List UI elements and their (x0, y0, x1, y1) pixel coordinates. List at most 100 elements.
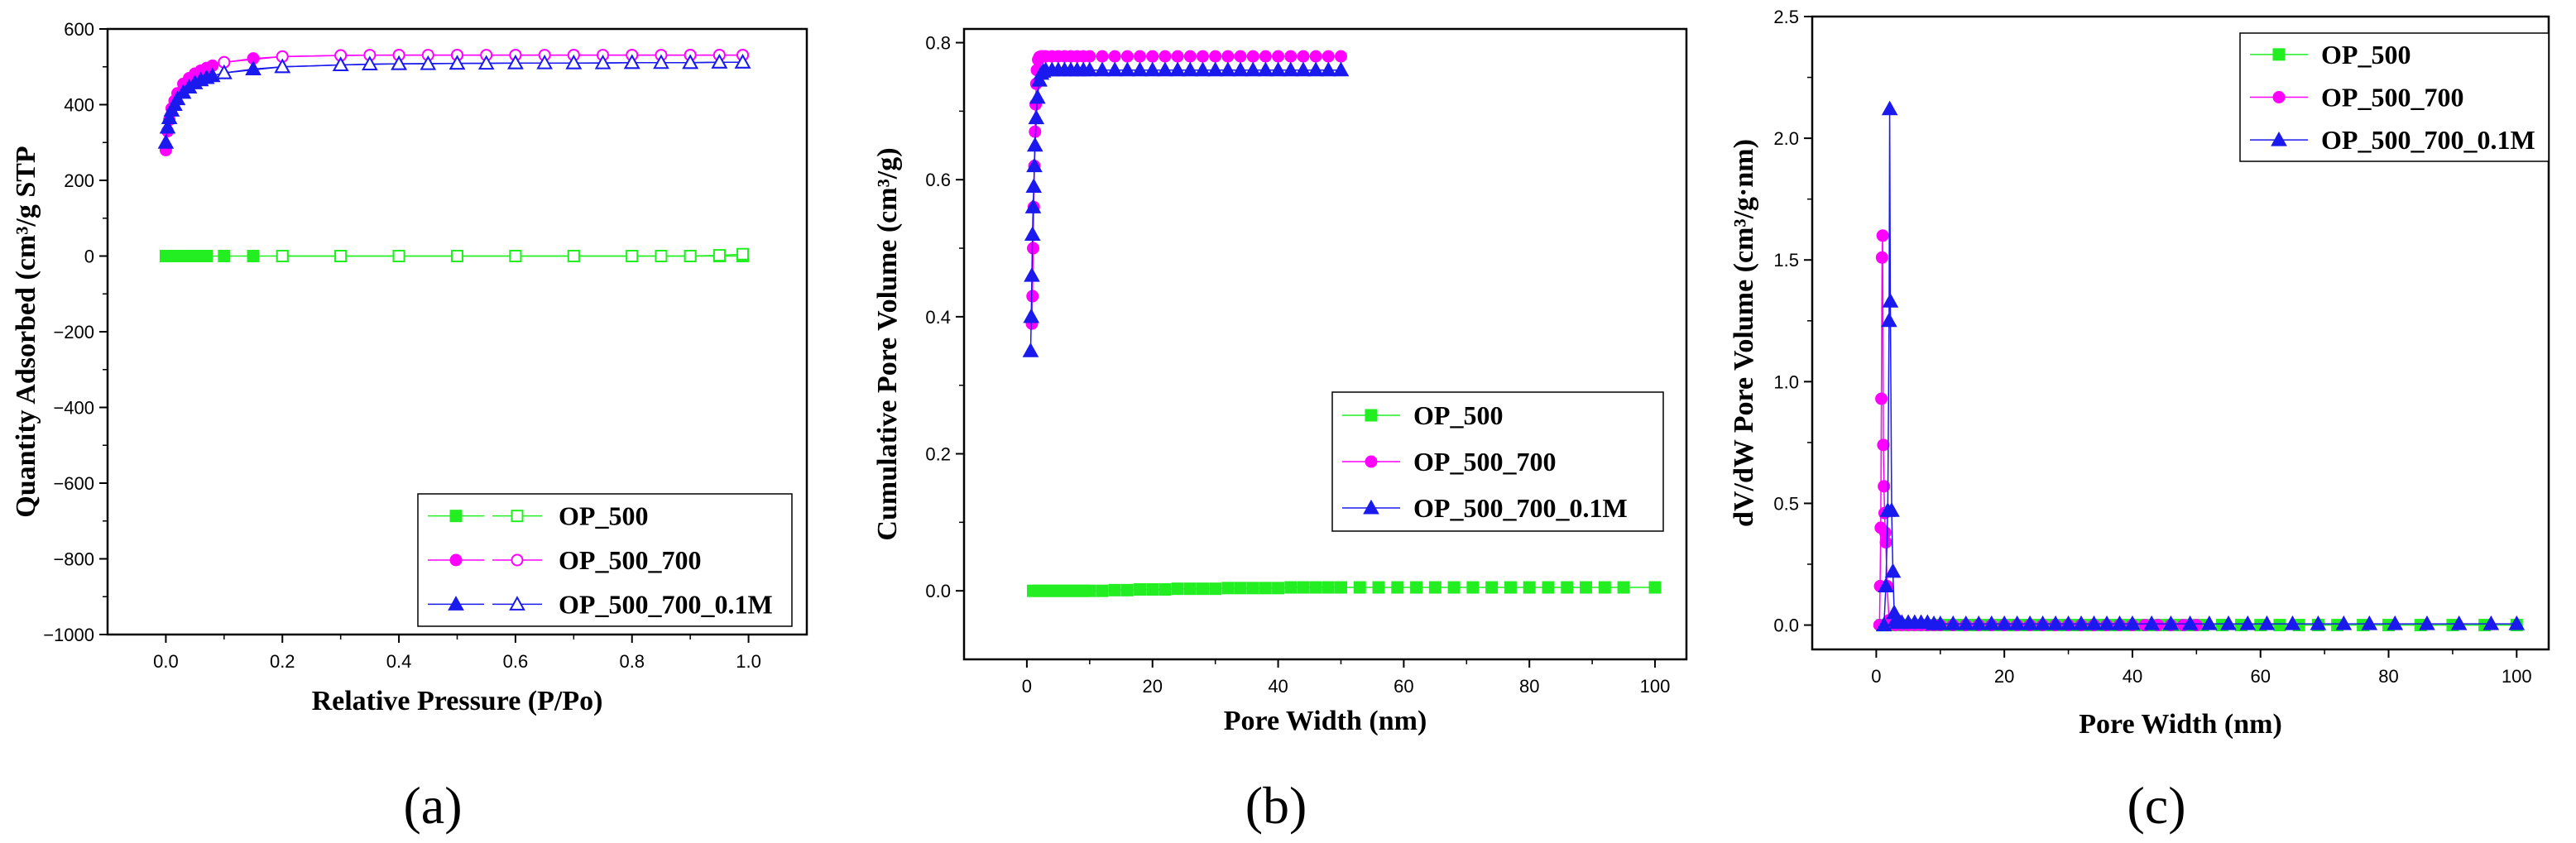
x-tick-label: 40 (2123, 666, 2142, 687)
series-line (1029, 69, 1341, 352)
legend-item-op-500-700-0-1m: OP_500_700_0.1M (2250, 125, 2535, 155)
data-point (1183, 50, 1197, 63)
data-point (1083, 584, 1096, 597)
legend-label: OP_500 (1413, 400, 1503, 430)
data-point (1146, 50, 1159, 63)
legend-marker (1365, 409, 1378, 422)
y-axis-label: Cumulative Pore Volume (cm³/g) (872, 147, 903, 540)
data-point (1322, 581, 1335, 594)
data-point (1284, 50, 1298, 63)
data-point (1234, 582, 1247, 595)
data-point (1428, 581, 1442, 594)
data-point (1220, 61, 1236, 77)
data-point (711, 54, 728, 69)
data-point (1877, 438, 1890, 452)
legend-item-op-500-700: OP_500_700 (2250, 83, 2463, 113)
data-point (1196, 50, 1209, 63)
data-point (626, 250, 639, 262)
data-point (1295, 61, 1312, 77)
data-point (2060, 615, 2077, 630)
data-point (1466, 581, 1480, 594)
series-op-500-700 (1873, 229, 2203, 632)
data-point (1209, 582, 1222, 596)
data-point (1024, 226, 1041, 241)
data-point (1883, 502, 1900, 517)
data-point (332, 56, 349, 71)
series-op-500 (1027, 581, 1662, 597)
x-tick-label: 0.0 (153, 651, 179, 672)
data-point (1875, 616, 1892, 632)
data-point (1120, 583, 1134, 596)
legend-marker (2272, 48, 2286, 61)
data-point (1108, 583, 1121, 596)
data-point (1134, 583, 1147, 596)
chart-panel-a: 0.0 0.2 0.4 0.6 0.8 1.0 −1000 −800 −600 −400 −200 0… (11, 19, 808, 835)
data-point (2143, 615, 2160, 630)
data-point (1542, 581, 1555, 594)
data-point (2387, 615, 2404, 630)
data-point (736, 247, 750, 261)
data-point (2310, 615, 2327, 630)
y-axis-label: dV/dW Pore Volume (cm³/g·nm) (1729, 139, 1759, 527)
legend-label: OP_500_700_0.1M (2321, 125, 2535, 155)
series-op-500-700-0-1m (1875, 100, 2526, 632)
data-point (1878, 480, 1891, 493)
data-point (1617, 581, 1630, 594)
data-point (1206, 61, 1224, 77)
data-point (1083, 50, 1096, 63)
data-point (1307, 61, 1324, 77)
legend-item-op-500-700-0-1m: OP_500_700_0.1M (1342, 493, 1628, 523)
data-point (1157, 61, 1173, 77)
data-point (1561, 581, 1574, 594)
data-point (1269, 61, 1287, 77)
y-tick-label: 1.0 (1773, 371, 1799, 392)
data-point (1146, 583, 1159, 596)
data-point (1259, 50, 1272, 63)
data-point (2034, 615, 2051, 630)
series-line (1883, 108, 2517, 625)
y-tick-label: 0.8 (925, 33, 951, 54)
data-point (1875, 251, 1888, 264)
panel-label: (c) (2127, 776, 2185, 835)
x-tick-label: 80 (1519, 676, 1539, 697)
data-point (1108, 50, 1121, 63)
x-tick-label: 0.2 (270, 651, 295, 672)
plot-frame (962, 27, 1688, 661)
data-point (1131, 61, 1149, 77)
data-point (2008, 615, 2026, 630)
legend-marker (2271, 131, 2287, 146)
data-point (567, 250, 580, 262)
data-point (2201, 615, 2218, 630)
legend-label: OP_500_700 (1413, 447, 1556, 477)
x-tick-label: 80 (2378, 666, 2398, 687)
data-point (1945, 615, 1962, 630)
data-point (1028, 109, 1045, 125)
data-point (1082, 61, 1098, 77)
data-point (1029, 89, 1046, 104)
y-tick-label: 0.0 (925, 581, 951, 601)
y-tick-label: −600 (53, 473, 94, 494)
data-point (1026, 157, 1043, 173)
data-point (507, 54, 524, 69)
data-point (1024, 266, 1040, 282)
data-point (1234, 50, 1247, 63)
data-point (2022, 615, 2038, 630)
data-point (391, 55, 407, 70)
x-tick-label: 100 (2502, 666, 2532, 687)
data-point (682, 54, 698, 69)
data-point (2273, 619, 2286, 632)
legend-marker (509, 596, 525, 611)
data-point (1322, 50, 1335, 63)
legend-item-op-500: OP_500 (2250, 40, 2411, 69)
data-point (536, 54, 553, 69)
y-tick-label: 0.0 (1773, 615, 1799, 636)
plot-frame (1811, 15, 2550, 651)
legend-marker (511, 553, 524, 567)
data-point (1024, 199, 1042, 213)
data-point (2124, 615, 2141, 630)
x-tick-label: 60 (1394, 676, 1413, 697)
data-point (1209, 50, 1222, 63)
data-point (2508, 615, 2526, 630)
legend-label: OP_500_700_0.1M (1413, 493, 1628, 523)
data-point (1309, 50, 1322, 63)
